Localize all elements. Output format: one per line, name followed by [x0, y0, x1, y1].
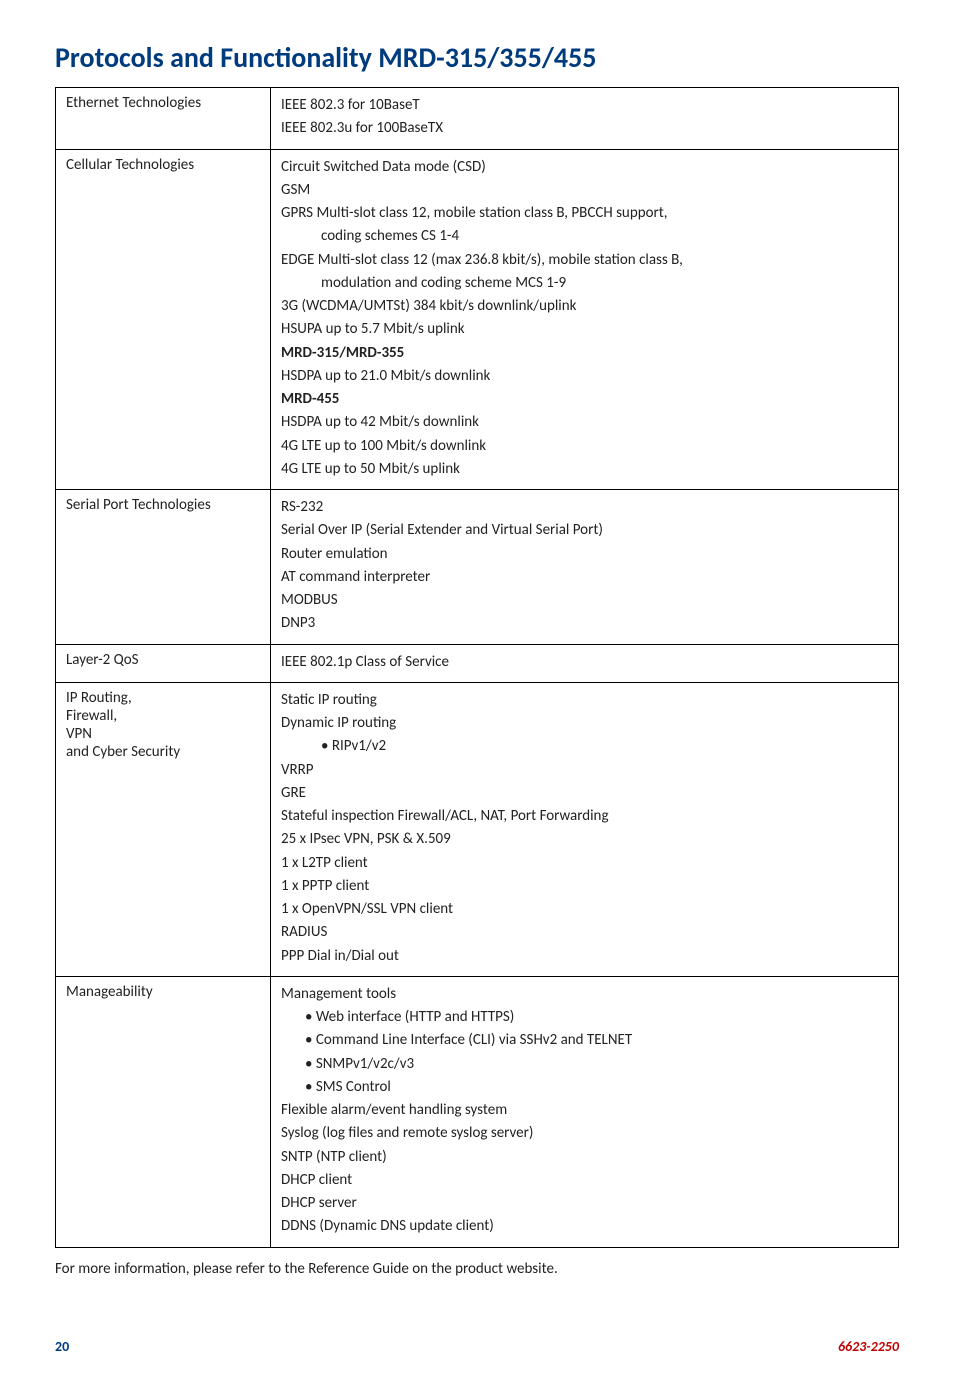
content-line: Stateful inspection Firewall/ACL, NAT, P… — [281, 805, 888, 828]
content-line: Static IP routing — [281, 689, 888, 712]
row-content: IEEE 802.1p Class of Service — [271, 644, 899, 682]
row-label: Serial Port Technologies — [56, 490, 271, 645]
page-number: 20 — [55, 1338, 69, 1355]
content-line: PPP Dial in/Dial out — [281, 945, 888, 968]
footnote-text: For more information, please refer to th… — [55, 1260, 899, 1278]
content-line: 25 x IPsec VPN, PSK & X.509 — [281, 828, 888, 851]
table-row: Cellular TechnologiesCircuit Switched Da… — [56, 149, 899, 490]
content-line: • SNMPv1/v2c/v3 — [281, 1053, 888, 1076]
table-row: Serial Port TechnologiesRS-232Serial Ove… — [56, 490, 899, 645]
row-content: Static IP routingDynamic IP routing• RIP… — [271, 682, 899, 976]
content-line: DNP3 — [281, 612, 888, 635]
row-content: RS-232Serial Over IP (Serial Extender an… — [271, 490, 899, 645]
content-line: coding schemes CS 1-4 — [281, 225, 888, 248]
content-line: 1 x OpenVPN/SSL VPN client — [281, 898, 888, 921]
content-line: modulation and coding scheme MCS 1-9 — [281, 272, 888, 295]
content-line: RADIUS — [281, 921, 888, 944]
content-line: • Web interface (HTTP and HTTPS) — [281, 1006, 888, 1029]
content-line: MRD-315/MRD-355 — [281, 342, 888, 365]
content-line: 1 x L2TP client — [281, 852, 888, 875]
row-content: Management tools• Web interface (HTTP an… — [271, 976, 899, 1247]
content-line: DHCP client — [281, 1169, 888, 1192]
content-line: GPRS Multi-slot class 12, mobile station… — [281, 202, 888, 225]
content-line: VRRP — [281, 759, 888, 782]
content-line: • RIPv1/v2 — [281, 735, 888, 758]
content-line: AT command interpreter — [281, 566, 888, 589]
content-line: • Command Line Interface (CLI) via SSHv2… — [281, 1029, 888, 1052]
protocols-table: Ethernet TechnologiesIEEE 802.3 for 10Ba… — [55, 87, 899, 1248]
content-line: 4G LTE up to 100 Mbit/s downlink — [281, 435, 888, 458]
content-line: DHCP server — [281, 1192, 888, 1215]
content-line: • SMS Control — [281, 1076, 888, 1099]
content-line: 4G LTE up to 50 Mbit/s uplink — [281, 458, 888, 481]
row-label: Layer-2 QoS — [56, 644, 271, 682]
document-number: 6623-2250 — [838, 1338, 899, 1355]
row-label: Cellular Technologies — [56, 149, 271, 490]
content-line: GSM — [281, 179, 888, 202]
content-line: 3G (WCDMA/UMTSt) 384 kbit/s downlink/upl… — [281, 295, 888, 318]
content-line: Circuit Switched Data mode (CSD) — [281, 156, 888, 179]
content-line: HSUPA up to 5.7 Mbit/s uplink — [281, 318, 888, 341]
content-line: 1 x PPTP client — [281, 875, 888, 898]
row-content: IEEE 802.3 for 10BaseTIEEE 802.3u for 10… — [271, 88, 899, 150]
table-row: Layer-2 QoS IEEE 802.1p Class of Service — [56, 644, 899, 682]
content-line: Management tools — [281, 983, 888, 1006]
content-line: SNTP (NTP client) — [281, 1146, 888, 1169]
content-line: GRE — [281, 782, 888, 805]
content-line: HSDPA up to 21.0 Mbit/s downlink — [281, 365, 888, 388]
content-line: IEEE 802.1p Class of Service — [281, 651, 888, 674]
content-line: HSDPA up to 42 Mbit/s downlink — [281, 411, 888, 434]
content-line: Dynamic IP routing — [281, 712, 888, 735]
content-line: Syslog (log files and remote syslog serv… — [281, 1122, 888, 1145]
row-label: IP Routing,Firewall,VPNand Cyber Securit… — [56, 682, 271, 976]
content-line: EDGE Multi-slot class 12 (max 236.8 kbit… — [281, 249, 888, 272]
page-footer: 20 6623-2250 — [55, 1338, 899, 1355]
page-title: Protocols and Functionality MRD-315/355/… — [55, 40, 899, 75]
content-line: IEEE 802.3u for 100BaseTX — [281, 117, 888, 140]
content-line: RS-232 — [281, 496, 888, 519]
content-line: IEEE 802.3 for 10BaseT — [281, 94, 888, 117]
row-content: Circuit Switched Data mode (CSD)GSMGPRS … — [271, 149, 899, 490]
row-label: Manageability — [56, 976, 271, 1247]
table-row: ManageabilityManagement tools• Web inter… — [56, 976, 899, 1247]
content-line: MODBUS — [281, 589, 888, 612]
content-line: DDNS (Dynamic DNS update client) — [281, 1215, 888, 1238]
content-line: Flexible alarm/event handling system — [281, 1099, 888, 1122]
content-line: Router emulation — [281, 543, 888, 566]
table-row: IP Routing,Firewall,VPNand Cyber Securit… — [56, 682, 899, 976]
table-row: Ethernet TechnologiesIEEE 802.3 for 10Ba… — [56, 88, 899, 150]
content-line: MRD-455 — [281, 388, 888, 411]
content-line: Serial Over IP (Serial Extender and Virt… — [281, 519, 888, 542]
row-label: Ethernet Technologies — [56, 88, 271, 150]
